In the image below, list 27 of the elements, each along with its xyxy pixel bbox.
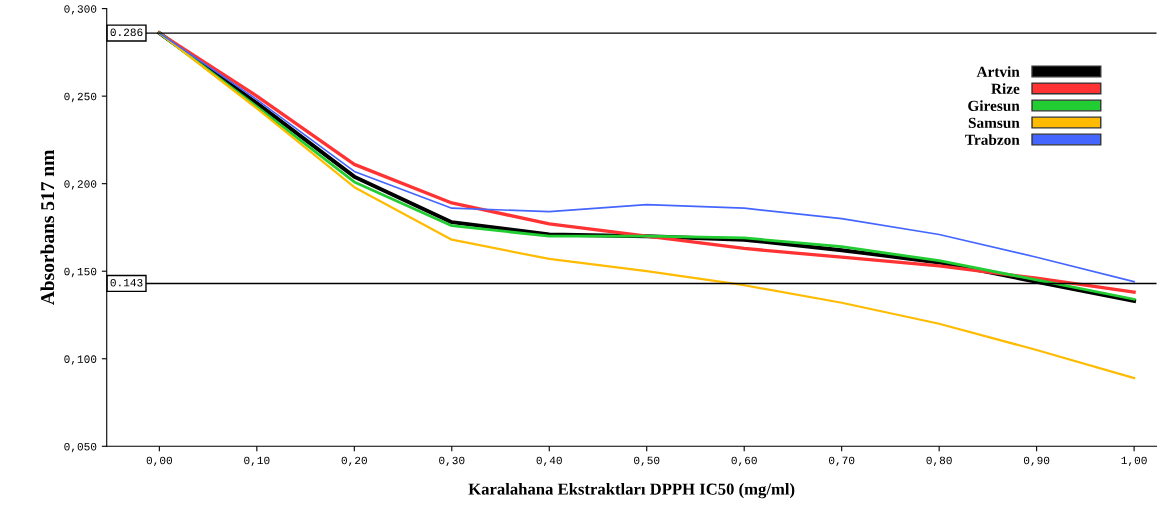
- x-tick-label: 0,10: [244, 456, 270, 467]
- x-tick-label: 0,00: [146, 456, 173, 467]
- x-tick-label: 0,80: [926, 456, 952, 467]
- y-tick-label: 0,150: [64, 267, 97, 278]
- y-tick-label: 0,100: [64, 355, 97, 365]
- ref-line-label: 0.286: [110, 28, 143, 37]
- x-tick-label: 0,50: [634, 456, 660, 467]
- y-tick-label: 0,200: [64, 180, 97, 190]
- x-tick-label: 1,00: [1121, 456, 1147, 467]
- x-tick-label: 0,20: [341, 456, 367, 467]
- x-tick-label: 0,40: [536, 456, 562, 467]
- legend-label: Giresun: [968, 100, 1020, 112]
- y-tick-label: 0,250: [64, 92, 97, 103]
- x-tick-label: 0,70: [829, 456, 855, 467]
- legend-label: Artvin: [976, 66, 1020, 77]
- line-series: [158, 32, 1136, 380]
- y-tick-label: 0,050: [64, 442, 97, 453]
- legend-label: Rize: [991, 83, 1020, 94]
- x-tick-label: 0,30: [439, 456, 465, 467]
- x-axis-title: Karalahana Ekstraktları DPPH IC50 (mg/ml): [468, 483, 795, 499]
- ref-line-label: 0.143: [110, 278, 143, 287]
- y-axis-title: Absorbans 517 nm: [40, 149, 55, 306]
- legend-label: Trabzon: [965, 134, 1020, 145]
- y-tick-label: 0,300: [64, 5, 97, 15]
- legend-label: Samsun: [968, 117, 1020, 129]
- x-tick-label: 0,60: [731, 456, 757, 467]
- x-tick-label: 0,90: [1023, 456, 1050, 467]
